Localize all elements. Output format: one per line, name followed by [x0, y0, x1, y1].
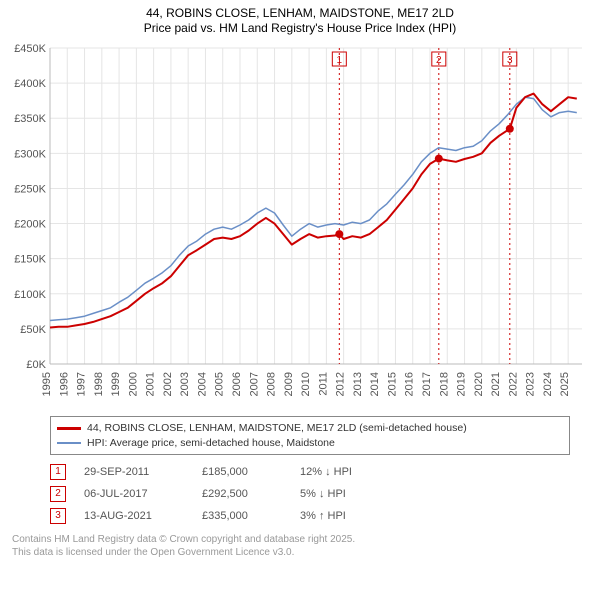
legend-row-price-paid: 44, ROBINS CLOSE, LENHAM, MAIDSTONE, ME1…: [57, 421, 563, 436]
svg-text:2005: 2005: [214, 372, 226, 396]
svg-text:1: 1: [337, 55, 343, 66]
marker-box-3: 3: [50, 508, 66, 524]
svg-text:£250K: £250K: [14, 183, 46, 195]
svg-text:2021: 2021: [490, 372, 502, 396]
svg-text:2025: 2025: [559, 372, 571, 396]
svg-text:2018: 2018: [438, 372, 450, 396]
svg-text:£350K: £350K: [14, 113, 46, 125]
svg-text:2012: 2012: [335, 372, 347, 396]
legend-swatch-hpi: [57, 442, 81, 444]
svg-text:2023: 2023: [525, 372, 537, 396]
chart-title-block: 44, ROBINS CLOSE, LENHAM, MAIDSTONE, ME1…: [0, 0, 600, 36]
svg-text:2016: 2016: [404, 372, 416, 396]
svg-text:2009: 2009: [283, 372, 295, 396]
sale-price-3: £335,000: [202, 510, 282, 522]
svg-text:2007: 2007: [248, 372, 260, 396]
svg-text:1999: 1999: [110, 372, 122, 396]
svg-text:2022: 2022: [507, 372, 519, 396]
svg-text:£50K: £50K: [20, 324, 46, 336]
line-chart-svg: £0K £50K £100K £150K £200K £250K £300K £350K £40…: [8, 42, 592, 412]
svg-text:£0K: £0K: [26, 359, 46, 371]
svg-text:1996: 1996: [58, 372, 70, 396]
sales-table: 1 29-SEP-2011 £185,000 12% ↓ HPI 2 06-JU…: [50, 461, 570, 527]
sales-row-2: 2 06-JUL-2017 £292,500 5% ↓ HPI: [50, 483, 570, 505]
page-root: 44, ROBINS CLOSE, LENHAM, MAIDSTONE, ME1…: [0, 0, 600, 590]
sale-pct-2: 5% ↓ HPI: [300, 488, 380, 500]
sales-row-1: 1 29-SEP-2011 £185,000 12% ↓ HPI: [50, 461, 570, 483]
sales-row-3: 3 13-AUG-2021 £335,000 3% ↑ HPI: [50, 505, 570, 527]
title-line-2: Price paid vs. HM Land Registry's House …: [0, 21, 600, 36]
sale-date-2: 06-JUL-2017: [84, 488, 184, 500]
footer-line-2: This data is licensed under the Open Gov…: [12, 546, 592, 559]
svg-text:2004: 2004: [196, 372, 208, 396]
svg-text:2013: 2013: [352, 372, 364, 396]
legend-label-hpi: HPI: Average price, semi-detached house,…: [87, 436, 335, 451]
sale-date-3: 13-AUG-2021: [84, 510, 184, 522]
svg-text:2006: 2006: [231, 372, 243, 396]
svg-text:2014: 2014: [369, 372, 381, 396]
svg-text:2000: 2000: [127, 372, 139, 396]
svg-text:3: 3: [507, 55, 513, 66]
legend-label-price-paid: 44, ROBINS CLOSE, LENHAM, MAIDSTONE, ME1…: [87, 421, 467, 436]
footer-line-1: Contains HM Land Registry data © Crown c…: [12, 533, 592, 546]
legend: 44, ROBINS CLOSE, LENHAM, MAIDSTONE, ME1…: [50, 416, 570, 455]
sale-price-2: £292,500: [202, 488, 282, 500]
marker-box-1: 1: [50, 464, 66, 480]
svg-text:1997: 1997: [76, 372, 88, 396]
sale-date-1: 29-SEP-2011: [84, 466, 184, 478]
svg-text:2008: 2008: [266, 372, 278, 396]
sale-price-1: £185,000: [202, 466, 282, 478]
svg-text:2015: 2015: [386, 372, 398, 396]
svg-text:£450K: £450K: [14, 43, 46, 55]
svg-text:£200K: £200K: [14, 219, 46, 231]
sale-pct-3: 3% ↑ HPI: [300, 510, 380, 522]
svg-text:2024: 2024: [542, 372, 554, 396]
svg-text:£100K: £100K: [14, 289, 46, 301]
svg-text:2: 2: [436, 55, 442, 66]
sale-pct-1: 12% ↓ HPI: [300, 466, 380, 478]
legend-swatch-price-paid: [57, 427, 81, 430]
footer-attribution: Contains HM Land Registry data © Crown c…: [12, 533, 592, 559]
svg-text:1998: 1998: [93, 372, 105, 396]
marker-box-2: 2: [50, 486, 66, 502]
svg-text:2011: 2011: [317, 372, 329, 396]
svg-text:£400K: £400K: [14, 78, 46, 90]
svg-text:2003: 2003: [179, 372, 191, 396]
svg-text:2019: 2019: [456, 372, 468, 396]
legend-row-hpi: HPI: Average price, semi-detached house,…: [57, 436, 563, 451]
svg-text:2017: 2017: [421, 372, 433, 396]
svg-text:2020: 2020: [473, 372, 485, 396]
svg-text:1995: 1995: [41, 372, 53, 396]
svg-text:£150K: £150K: [14, 254, 46, 266]
title-line-1: 44, ROBINS CLOSE, LENHAM, MAIDSTONE, ME1…: [0, 6, 600, 21]
svg-text:2001: 2001: [145, 372, 157, 396]
svg-text:2010: 2010: [300, 372, 312, 396]
svg-text:2002: 2002: [162, 372, 174, 396]
svg-text:£300K: £300K: [14, 148, 46, 160]
chart-area: £0K £50K £100K £150K £200K £250K £300K £350K £40…: [8, 42, 592, 412]
